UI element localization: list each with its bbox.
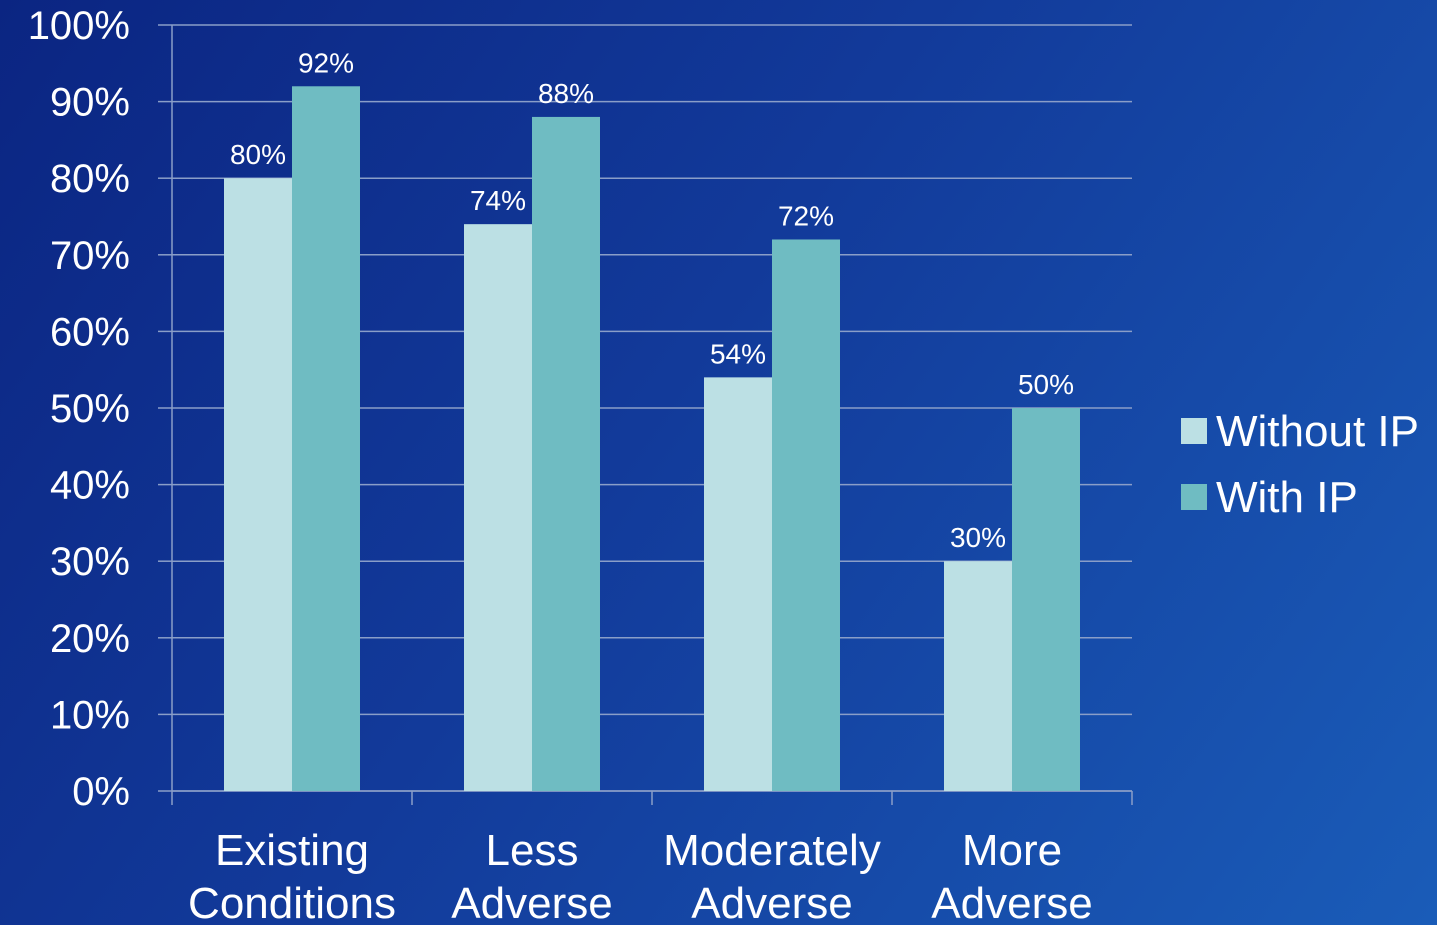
y-tick-label: 50% <box>50 387 130 431</box>
y-tick-label: 90% <box>50 81 130 125</box>
y-tick-label: 10% <box>50 693 130 737</box>
bar <box>772 239 840 792</box>
x-category-label-line: Existing <box>215 826 369 875</box>
x-category-label: Moderately Adverse <box>663 826 881 925</box>
y-tick-label: 70% <box>50 234 130 278</box>
legend-swatch <box>1181 484 1207 510</box>
legend: Without IP With IP <box>1181 407 1419 522</box>
bar <box>944 561 1012 791</box>
data-label: 88% <box>538 78 594 109</box>
data-label: 72% <box>778 200 834 231</box>
y-tick-label: 60% <box>50 310 130 354</box>
y-tick-label: 40% <box>50 464 130 508</box>
x-category-label-line: Moderately <box>663 826 881 875</box>
legend-swatch <box>1181 418 1207 444</box>
data-label: 54% <box>710 338 766 369</box>
x-category-label-line: Conditions <box>188 879 396 925</box>
y-tick-label: 20% <box>50 617 130 661</box>
data-label: 30% <box>950 522 1006 553</box>
data-labels: 80% 74% 54% 30% 92% 88% 72% 50% <box>230 47 1074 553</box>
bar <box>464 224 532 791</box>
bar <box>292 86 360 791</box>
data-label: 74% <box>470 185 526 216</box>
bar <box>1012 408 1080 791</box>
x-category-label-line: Adverse <box>451 879 612 925</box>
legend-label: With IP <box>1216 473 1358 522</box>
data-label: 50% <box>1018 369 1074 400</box>
x-category-label-line: More <box>962 826 1062 875</box>
y-tick-label: 80% <box>50 157 130 201</box>
x-category-label-line: Adverse <box>691 879 852 925</box>
x-category-label: Less Adverse <box>451 826 612 925</box>
data-label: 92% <box>298 47 354 78</box>
x-category-label-line: Less <box>486 826 579 875</box>
bars <box>224 86 1080 792</box>
axes: 0% 10% 20% 30% 40% 50% 60% 70% 80% 90% 100% Existin… <box>28 4 1133 925</box>
y-tick-label: 30% <box>50 540 130 584</box>
x-category-label-line: Adverse <box>931 879 1092 925</box>
x-category-label: Existing Conditions <box>188 826 396 925</box>
y-tick-label: 100% <box>28 4 130 48</box>
x-category-label: More Adverse <box>931 826 1092 925</box>
y-tick-label: 0% <box>72 770 130 814</box>
data-label: 80% <box>230 139 286 170</box>
legend-label: Without IP <box>1216 407 1419 456</box>
bar <box>704 377 772 791</box>
bar <box>224 178 292 791</box>
bar <box>532 116 600 792</box>
